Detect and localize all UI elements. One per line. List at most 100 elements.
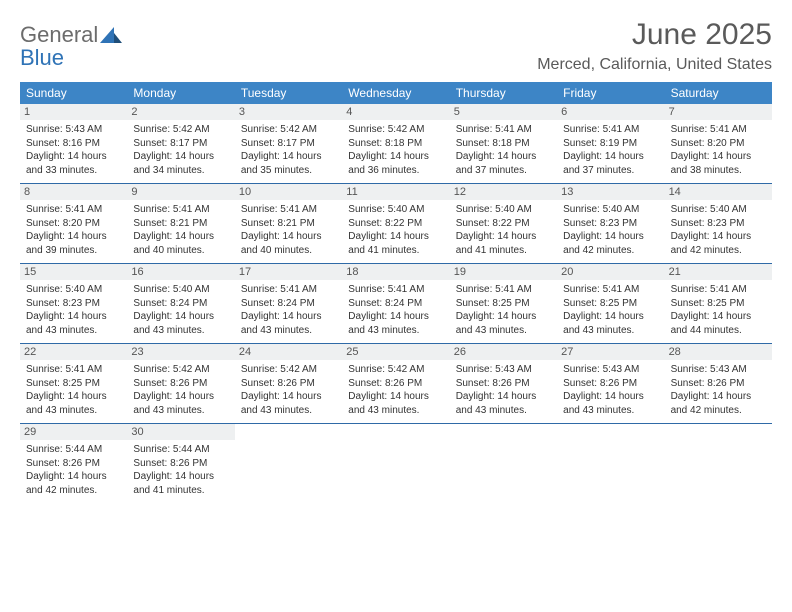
calendar-day xyxy=(665,424,772,503)
day-details: Sunrise: 5:41 AMSunset: 8:21 PMDaylight:… xyxy=(133,203,228,257)
day-details: Sunrise: 5:42 AMSunset: 8:26 PMDaylight:… xyxy=(241,363,336,417)
calendar-day: 16 Sunrise: 5:40 AMSunset: 8:24 PMDayligh… xyxy=(127,264,234,343)
day-number: 24 xyxy=(235,344,342,360)
calendar-week: 22Sunrise: 5:41 AMSunset: 8:25 PMDayligh… xyxy=(20,343,772,423)
calendar-day: 6 Sunrise: 5:41 AMSunset: 8:19 PMDaylight… xyxy=(557,104,664,183)
calendar-day: 25Sunrise: 5:42 AMSunset: 8:26 PMDayligh… xyxy=(342,344,449,423)
calendar-day: 19 Sunrise: 5:41 AMSunset: 8:25 PMDayligh… xyxy=(450,264,557,343)
day-details: Sunrise: 5:41 AMSunset: 8:25 PMDaylight:… xyxy=(26,363,121,417)
day-number: 20 xyxy=(557,264,664,280)
day-details: Sunrise: 5:43 AMSunset: 8:16 PMDaylight:… xyxy=(26,123,121,177)
day-details: Sunrise: 5:41 AMSunset: 8:24 PMDaylight:… xyxy=(241,283,336,337)
calendar: SundayMondayTuesdayWednesdayThursdayFrid… xyxy=(20,82,772,503)
day-details: Sunrise: 5:41 AMSunset: 8:20 PMDaylight:… xyxy=(26,203,121,257)
day-number: 16 xyxy=(127,264,234,280)
day-number: 8 xyxy=(20,184,127,200)
day-number: 18 xyxy=(342,264,449,280)
calendar-day: 26 Sunrise: 5:43 AMSunset: 8:26 PMDayligh… xyxy=(450,344,557,423)
calendar-day: 30Sunrise: 5:44 AMSunset: 8:26 PMDayligh… xyxy=(127,424,234,503)
weekday-label: Thursday xyxy=(450,82,557,104)
calendar-day xyxy=(450,424,557,503)
calendar-day: 5 Sunrise: 5:41 AMSunset: 8:18 PMDaylight… xyxy=(450,104,557,183)
day-number: 10 xyxy=(235,184,342,200)
day-details: Sunrise: 5:40 AMSunset: 8:23 PMDaylight:… xyxy=(26,283,121,337)
calendar-day: 22Sunrise: 5:41 AMSunset: 8:25 PMDayligh… xyxy=(20,344,127,423)
location-text: Merced, California, United States xyxy=(537,56,772,74)
calendar-day: 29Sunrise: 5:44 AMSunset: 8:26 PMDayligh… xyxy=(20,424,127,503)
header: General Blue June 2025 Merced, Californi… xyxy=(20,18,772,74)
calendar-day: 3Sunrise: 5:42 AMSunset: 8:17 PMDaylight… xyxy=(235,104,342,183)
calendar-day: 4Sunrise: 5:42 AMSunset: 8:18 PMDaylight… xyxy=(342,104,449,183)
day-details: Sunrise: 5:41 AMSunset: 8:18 PMDaylight:… xyxy=(456,123,551,177)
calendar-day: 12Sunrise: 5:40 AMSunset: 8:22 PMDayligh… xyxy=(450,184,557,263)
brand-part1: General xyxy=(20,22,98,47)
day-details: Sunrise: 5:40 AMSunset: 8:23 PMDaylight:… xyxy=(671,203,766,257)
calendar-day: 2Sunrise: 5:42 AMSunset: 8:17 PMDaylight… xyxy=(127,104,234,183)
calendar-day: 9 Sunrise: 5:41 AMSunset: 8:21 PMDaylight… xyxy=(127,184,234,263)
weekday-header: SundayMondayTuesdayWednesdayThursdayFrid… xyxy=(20,82,772,104)
calendar-day: 23 Sunrise: 5:42 AMSunset: 8:26 PMDayligh… xyxy=(127,344,234,423)
day-number: 5 xyxy=(450,104,557,120)
calendar-day: 17 Sunrise: 5:41 AMSunset: 8:24 PMDayligh… xyxy=(235,264,342,343)
day-details: Sunrise: 5:41 AMSunset: 8:25 PMDaylight:… xyxy=(456,283,551,337)
day-details: Sunrise: 5:41 AMSunset: 8:20 PMDaylight:… xyxy=(671,123,766,177)
brand-part2: Blue xyxy=(20,47,122,69)
calendar-day: 11 Sunrise: 5:40 AMSunset: 8:22 PMDayligh… xyxy=(342,184,449,263)
day-number: 19 xyxy=(450,264,557,280)
day-details: Sunrise: 5:43 AMSunset: 8:26 PMDaylight:… xyxy=(456,363,551,417)
calendar-day: 28Sunrise: 5:43 AMSunset: 8:26 PMDayligh… xyxy=(665,344,772,423)
calendar-day: 13Sunrise: 5:40 AMSunset: 8:23 PMDayligh… xyxy=(557,184,664,263)
calendar-day: 7 Sunrise: 5:41 AMSunset: 8:20 PMDaylight… xyxy=(665,104,772,183)
weekday-label: Tuesday xyxy=(235,82,342,104)
day-number: 30 xyxy=(127,424,234,440)
day-number: 13 xyxy=(557,184,664,200)
brand-logo: General Blue xyxy=(20,24,122,69)
weekday-label: Wednesday xyxy=(342,82,449,104)
calendar-day: 20Sunrise: 5:41 AMSunset: 8:25 PMDayligh… xyxy=(557,264,664,343)
day-details: Sunrise: 5:41 AMSunset: 8:25 PMDaylight:… xyxy=(671,283,766,337)
day-details: Sunrise: 5:42 AMSunset: 8:26 PMDaylight:… xyxy=(133,363,228,417)
day-number: 23 xyxy=(127,344,234,360)
day-details: Sunrise: 5:40 AMSunset: 8:24 PMDaylight:… xyxy=(133,283,228,337)
title-block: June 2025 Merced, California, United Sta… xyxy=(537,18,772,74)
day-number: 15 xyxy=(20,264,127,280)
day-number: 25 xyxy=(342,344,449,360)
calendar-day: 15 Sunrise: 5:40 AMSunset: 8:23 PMDayligh… xyxy=(20,264,127,343)
page-title: June 2025 xyxy=(537,18,772,52)
day-number: 9 xyxy=(127,184,234,200)
day-number: 26 xyxy=(450,344,557,360)
day-number: 21 xyxy=(665,264,772,280)
day-number: 6 xyxy=(557,104,664,120)
calendar-day: 24 Sunrise: 5:42 AMSunset: 8:26 PMDayligh… xyxy=(235,344,342,423)
calendar-day: 18 Sunrise: 5:41 AMSunset: 8:24 PMDayligh… xyxy=(342,264,449,343)
sail-icon xyxy=(100,25,122,47)
day-details: Sunrise: 5:44 AMSunset: 8:26 PMDaylight:… xyxy=(26,443,121,497)
calendar-day xyxy=(342,424,449,503)
day-number: 1 xyxy=(20,104,127,120)
calendar-week: 1 Sunrise: 5:43 AMSunset: 8:16 PMDaylight… xyxy=(20,104,772,183)
day-details: Sunrise: 5:43 AMSunset: 8:26 PMDaylight:… xyxy=(563,363,658,417)
calendar-day: 21 Sunrise: 5:41 AMSunset: 8:25 PMDayligh… xyxy=(665,264,772,343)
calendar-week: 15 Sunrise: 5:40 AMSunset: 8:23 PMDayligh… xyxy=(20,263,772,343)
calendar-day: 10 Sunrise: 5:41 AMSunset: 8:21 PMDayligh… xyxy=(235,184,342,263)
day-number: 7 xyxy=(665,104,772,120)
calendar-week: 29Sunrise: 5:44 AMSunset: 8:26 PMDayligh… xyxy=(20,423,772,503)
calendar-week: 8 Sunrise: 5:41 AMSunset: 8:20 PMDaylight… xyxy=(20,183,772,263)
calendar-day xyxy=(557,424,664,503)
weekday-label: Saturday xyxy=(665,82,772,104)
day-details: Sunrise: 5:40 AMSunset: 8:22 PMDaylight:… xyxy=(348,203,443,257)
day-details: Sunrise: 5:42 AMSunset: 8:17 PMDaylight:… xyxy=(241,123,336,177)
day-details: Sunrise: 5:41 AMSunset: 8:24 PMDaylight:… xyxy=(348,283,443,337)
day-details: Sunrise: 5:41 AMSunset: 8:19 PMDaylight:… xyxy=(563,123,658,177)
day-details: Sunrise: 5:42 AMSunset: 8:18 PMDaylight:… xyxy=(348,123,443,177)
day-number: 27 xyxy=(557,344,664,360)
day-number: 14 xyxy=(665,184,772,200)
calendar-day: 1 Sunrise: 5:43 AMSunset: 8:16 PMDaylight… xyxy=(20,104,127,183)
day-number: 17 xyxy=(235,264,342,280)
calendar-day: 8 Sunrise: 5:41 AMSunset: 8:20 PMDaylight… xyxy=(20,184,127,263)
day-number: 11 xyxy=(342,184,449,200)
day-details: Sunrise: 5:41 AMSunset: 8:21 PMDaylight:… xyxy=(241,203,336,257)
calendar-day xyxy=(235,424,342,503)
calendar-day: 14 Sunrise: 5:40 AMSunset: 8:23 PMDayligh… xyxy=(665,184,772,263)
day-details: Sunrise: 5:42 AMSunset: 8:17 PMDaylight:… xyxy=(133,123,228,177)
